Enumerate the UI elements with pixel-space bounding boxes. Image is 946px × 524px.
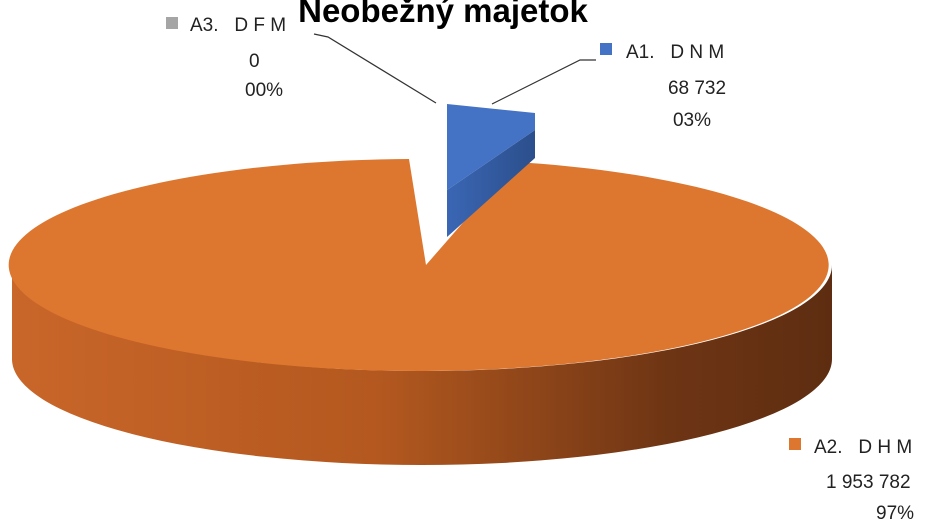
pie-slice-a1-top	[447, 104, 535, 190]
data-label-a2: A2. D H M 1 953 782 97%	[789, 437, 914, 524]
legend-marker-a2	[789, 438, 801, 450]
label-value-a1: 68 732	[668, 78, 726, 99]
legend-marker-a1	[600, 43, 612, 55]
pie-slice-a1-side	[447, 130, 535, 237]
label-percent-a1: 03%	[673, 110, 711, 131]
pie-slice-a2-top	[8, 159, 829, 371]
data-label-a1: A1. D N M 68 732 03%	[600, 42, 726, 131]
pie-slice-a1	[447, 104, 535, 237]
pie-slice-a2	[8, 159, 832, 465]
label-name-a2: A2. D H M	[814, 437, 912, 458]
leader-line-a3	[313, 33, 437, 104]
pie-slice-a2-side	[12, 265, 832, 465]
chart-title: Neobežný majetok	[298, 0, 588, 29]
label-value-a3: 0	[249, 51, 260, 72]
label-percent-a3: 00%	[245, 80, 283, 101]
label-name-a1: A1. D N M	[626, 42, 724, 63]
label-percent-a2: 97%	[876, 503, 914, 524]
label-name-a3: A3. D F M	[190, 15, 286, 36]
data-label-a3: A3. D F M 0 00%	[166, 15, 286, 101]
label-value-a2: 1 953 782	[826, 472, 911, 493]
legend-marker-a3	[166, 17, 178, 29]
leader-line-a1	[491, 59, 596, 105]
